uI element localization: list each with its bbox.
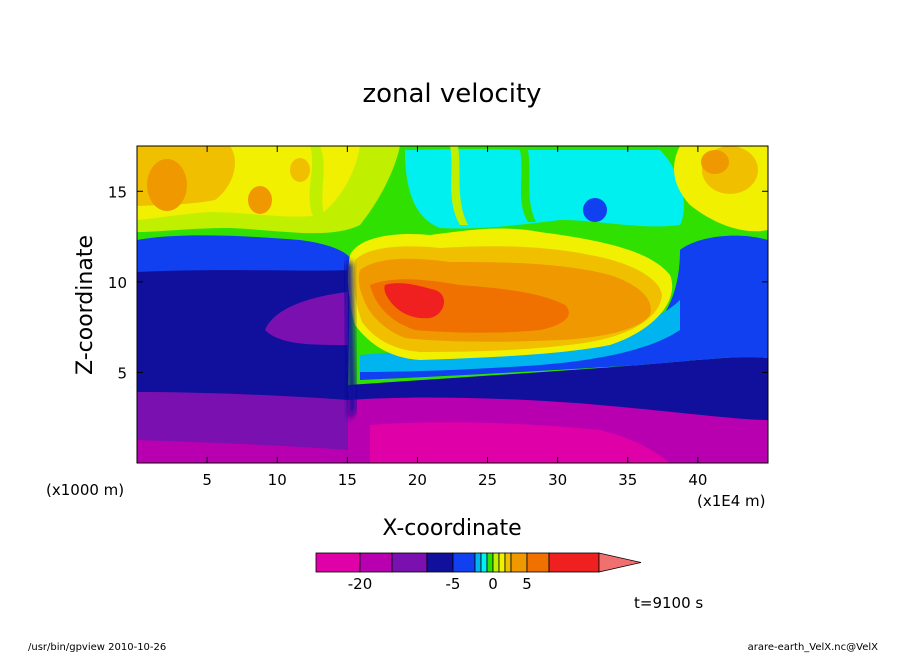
x-tick-label: 40 <box>688 471 707 489</box>
footer-left: /usr/bin/gpview 2010-10-26 <box>28 642 166 653</box>
colorbar-tick-label: -20 <box>348 575 373 593</box>
contour-field <box>137 146 768 463</box>
colorbar-segment <box>452 552 476 573</box>
colorbar-segment <box>315 552 361 573</box>
x-tick-label: 35 <box>618 471 637 489</box>
colorbar-segment <box>426 552 454 573</box>
x-tick-label: 15 <box>338 471 357 489</box>
plot-area: 5 10 15 20 25 30 35 40 5 10 15 <box>108 145 769 489</box>
x-tick-label: 10 <box>268 471 287 489</box>
colorbar-tick-label: 0 <box>488 575 498 593</box>
colorbar-segment <box>480 552 488 573</box>
y-tick-label: 5 <box>117 364 127 382</box>
x-tick-label: 20 <box>408 471 427 489</box>
colorbar-tick-label: 5 <box>522 575 532 593</box>
colorbar-segment <box>510 552 528 573</box>
x-tick-label: 25 <box>478 471 497 489</box>
plot-frame <box>136 145 769 464</box>
colorbar-segment <box>504 552 512 573</box>
y-tick-label: 10 <box>108 274 127 292</box>
x-axis-ticks: 5 10 15 20 25 30 35 40 <box>202 146 707 489</box>
colorbar-segment <box>548 552 600 573</box>
colorbar-segment <box>492 552 500 573</box>
colorbar-extend-arrow <box>598 552 642 573</box>
colorbar-segment <box>498 552 506 573</box>
x-axis-label: X-coordinate <box>382 516 521 541</box>
colorbar-segment <box>391 552 428 573</box>
colorbar-tick-label: -5 <box>446 575 461 593</box>
chart-title: zonal velocity <box>362 79 541 109</box>
x-tick-label: 30 <box>548 471 567 489</box>
y-axis-ticks: 5 10 15 <box>108 183 768 382</box>
colorbar-segment <box>359 552 393 573</box>
y-tick-label: 15 <box>108 183 127 201</box>
footer-right: arare-earth_VelX.nc@VelX <box>748 642 879 653</box>
x-tick-label: 5 <box>202 471 212 489</box>
colorbar-segment <box>526 552 550 573</box>
y-axis-label: Z-coordinate <box>73 235 98 375</box>
colorbar-segment <box>486 552 494 573</box>
colorbar-segment <box>474 552 482 573</box>
x-unit-left: (x1000 m) <box>46 481 124 499</box>
colorbar: -20 -5 0 5 <box>315 552 642 593</box>
x-unit-right: (x1E4 m) <box>697 492 766 510</box>
time-label: t=9100 s <box>634 594 703 612</box>
